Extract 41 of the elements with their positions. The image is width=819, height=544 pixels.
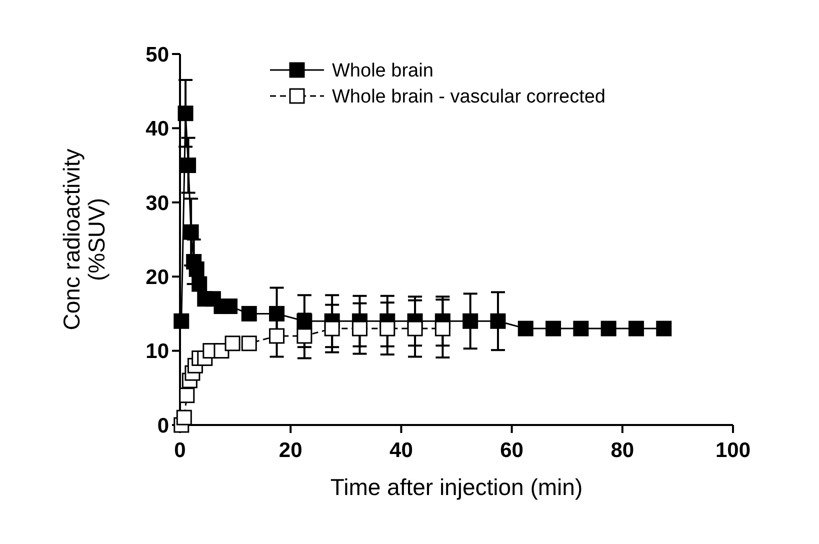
point: [224, 336, 240, 352]
point: [490, 313, 506, 329]
point: [180, 158, 196, 174]
point: [573, 320, 589, 336]
x-tick-label: 0: [174, 439, 186, 462]
point: [434, 320, 450, 336]
x-tick-label: 40: [390, 439, 413, 462]
point: [179, 388, 195, 404]
point: [600, 320, 616, 336]
point: [324, 320, 340, 336]
point: [183, 224, 199, 240]
y-tick-label: 0: [157, 414, 169, 438]
x-tick-label: 100: [715, 439, 751, 462]
point: [178, 106, 194, 122]
y-tick-label: 50: [146, 43, 169, 66]
legend-label: Whole brain: [332, 60, 434, 82]
legend-label: Whole brain - vascular corrected: [332, 86, 606, 108]
point: [380, 320, 396, 336]
y-tick-label: 20: [146, 266, 169, 289]
point: [628, 320, 644, 336]
point: [222, 298, 238, 314]
x-axis-title: Time after injection (min): [330, 474, 583, 500]
x-tick-label: 60: [500, 439, 524, 462]
point: [352, 320, 368, 336]
point: [546, 320, 562, 336]
y-tick-label: 40: [146, 118, 169, 141]
y-tick-label: 30: [146, 192, 169, 215]
y-axis-title: Conc radioactivity (%SUV): [58, 148, 110, 330]
x-tick-label: 20: [278, 439, 302, 462]
point: [241, 306, 257, 322]
point: [241, 336, 257, 352]
point: [518, 320, 534, 336]
x-tick-label: 80: [610, 439, 634, 462]
point: [462, 313, 478, 329]
point: [176, 410, 192, 426]
point: [407, 320, 423, 336]
point: [656, 320, 672, 336]
y-tick-label: 10: [146, 340, 169, 364]
point: [269, 328, 285, 344]
point: [296, 328, 312, 344]
point: [174, 313, 190, 329]
